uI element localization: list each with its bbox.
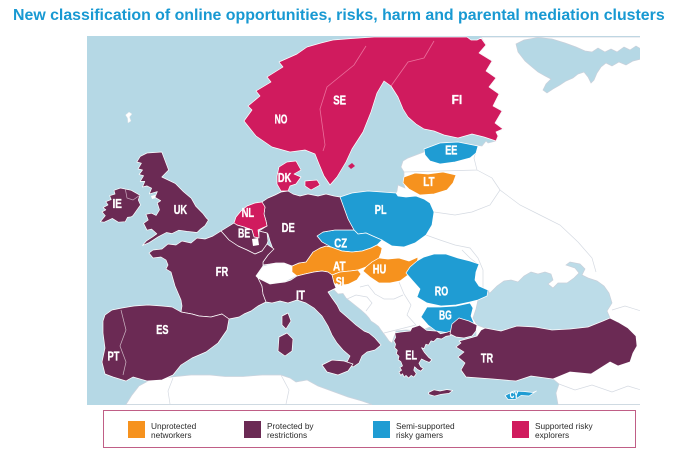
svg-text:UK: UK [174,202,188,217]
svg-text:EL: EL [405,347,417,362]
svg-text:EE: EE [445,143,457,158]
svg-text:ES: ES [156,322,168,337]
svg-text:HU: HU [373,262,386,277]
svg-text:NL: NL [242,205,255,220]
svg-text:PT: PT [108,349,120,364]
svg-text:BE: BE [238,225,250,240]
svg-text:TR: TR [481,350,494,365]
svg-text:FR: FR [216,264,229,279]
svg-text:PL: PL [375,202,387,217]
svg-text:LT: LT [423,174,434,189]
svg-text:AT: AT [333,258,346,273]
svg-text:CZ: CZ [334,235,347,250]
svg-text:IT: IT [296,288,305,303]
svg-text:RO: RO [435,284,448,299]
svg-text:DK: DK [278,170,292,185]
svg-text:BG: BG [439,307,452,322]
svg-text:IE: IE [113,196,123,211]
svg-text:SE: SE [333,93,346,108]
svg-text:FI: FI [452,92,463,107]
svg-text:CY: CY [510,390,519,400]
svg-text:NO: NO [275,111,288,126]
svg-text:DE: DE [282,220,295,235]
svg-text:SL: SL [336,274,348,289]
